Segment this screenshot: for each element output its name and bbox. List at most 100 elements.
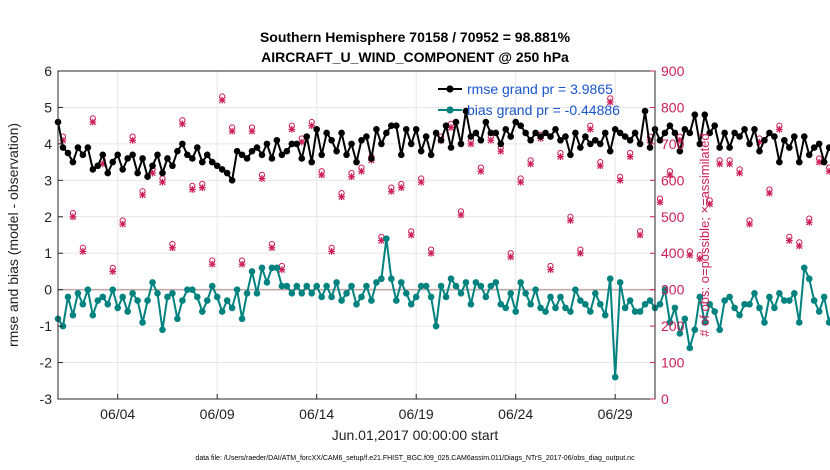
- bias-point: [766, 293, 773, 301]
- bias-point: [572, 286, 579, 293]
- rmse-point: [308, 158, 316, 166]
- bias-point: [815, 308, 823, 315]
- rmse-point: [258, 151, 266, 159]
- bias-point: [457, 290, 465, 297]
- rmse-point: [203, 151, 211, 159]
- bias-point: [656, 300, 664, 308]
- bias-point: [805, 275, 813, 283]
- obs-assimilated-marker: [109, 268, 117, 275]
- bias-point: [99, 293, 107, 301]
- rmse-point: [552, 126, 559, 133]
- rmse-point: [711, 122, 718, 129]
- bias-point: [358, 293, 365, 301]
- rmse-point: [174, 147, 181, 155]
- bias-point: [144, 297, 151, 304]
- bias-point: [383, 235, 390, 242]
- bias-point: [84, 286, 92, 293]
- rmse-point: [606, 147, 614, 155]
- y-axis-right-label: # of obs: o=possible; ×=assimilated: [697, 133, 712, 336]
- obs-assimilated-marker: [706, 200, 714, 208]
- rmse-point: [328, 136, 335, 144]
- obs-assimilated-marker: [497, 147, 505, 155]
- rmse-point: [810, 144, 818, 151]
- rmse-point: [79, 151, 87, 159]
- bias-point: [243, 290, 251, 297]
- bias-point: [666, 319, 674, 326]
- rmse-point: [631, 129, 639, 137]
- rmse-point: [59, 144, 67, 151]
- rmse-point: [89, 166, 97, 173]
- bias-point: [512, 308, 519, 315]
- y-axis-label: rmse and bias (model - observation): [5, 123, 21, 347]
- rmse-point: [572, 129, 579, 137]
- bias-point: [671, 304, 679, 312]
- obs-assimilated-marker: [467, 140, 475, 148]
- rmse-point: [527, 136, 534, 144]
- bias-point: [721, 297, 728, 304]
- rmse-point: [74, 144, 82, 151]
- legend-rmse-marker: [446, 85, 454, 93]
- bias-point: [154, 290, 161, 297]
- y-right-tick-label: 500: [661, 209, 685, 225]
- obs-count-markers: [59, 93, 830, 275]
- x-tick-label: 06/14: [299, 406, 334, 422]
- bias-point: [761, 319, 768, 326]
- rmse-point: [358, 136, 365, 144]
- rmse-point: [681, 126, 689, 133]
- obs-assimilated-marker: [188, 186, 196, 193]
- obs-assimilated-marker: [606, 98, 614, 106]
- bias-point: [363, 282, 370, 290]
- rmse-point: [472, 129, 480, 137]
- obs-assimilated-marker: [567, 217, 574, 224]
- bias-point: [422, 282, 430, 290]
- rmse-point: [417, 147, 425, 155]
- bias-point: [228, 304, 236, 312]
- rmse-point: [303, 133, 311, 140]
- rmse-point: [368, 155, 375, 162]
- bias-point: [268, 264, 276, 272]
- obs-assimilated-marker: [288, 125, 296, 133]
- rmse-point: [547, 133, 554, 140]
- bias-point: [810, 297, 818, 304]
- rmse-point: [616, 129, 624, 137]
- bias-point: [223, 297, 231, 304]
- rmse-point: [721, 129, 728, 137]
- rmse-point: [761, 136, 768, 144]
- bias-point: [567, 308, 574, 315]
- rmse-point: [134, 169, 141, 177]
- bias-point: [412, 293, 420, 301]
- bias-point: [159, 326, 166, 334]
- rmse-point: [233, 147, 241, 155]
- rmse-point: [422, 133, 430, 140]
- bias-point: [706, 300, 714, 308]
- obs-assimilated-marker: [248, 127, 256, 135]
- bias-point: [631, 308, 639, 315]
- bias-point: [114, 304, 121, 312]
- y-tick-label: 4: [44, 136, 52, 152]
- rmse-point: [820, 158, 828, 166]
- bias-point: [89, 311, 97, 319]
- rmse-point: [666, 122, 674, 129]
- bias-point: [592, 290, 599, 297]
- rmse-point: [497, 140, 505, 148]
- grid: [58, 71, 655, 399]
- bias-point: [701, 319, 709, 326]
- bias-point: [119, 293, 126, 301]
- rmse-point: [522, 129, 529, 137]
- bias-point: [129, 290, 136, 297]
- bias-point: [248, 268, 256, 275]
- bias-point: [169, 290, 176, 297]
- rmse-point: [815, 140, 823, 148]
- bias-point: [641, 300, 649, 308]
- rmse-point: [751, 126, 758, 133]
- rmse-point: [492, 129, 500, 137]
- bias-point: [452, 282, 460, 290]
- bias-point: [646, 297, 654, 304]
- bias-point: [716, 326, 723, 334]
- obs-assimilated-marker: [457, 211, 465, 219]
- obs-assimilated-marker: [785, 237, 793, 244]
- bias-point: [731, 304, 738, 312]
- bias-point: [751, 290, 758, 297]
- y-tick-label: 3: [44, 172, 52, 188]
- y-right-tick-label: 600: [661, 172, 685, 188]
